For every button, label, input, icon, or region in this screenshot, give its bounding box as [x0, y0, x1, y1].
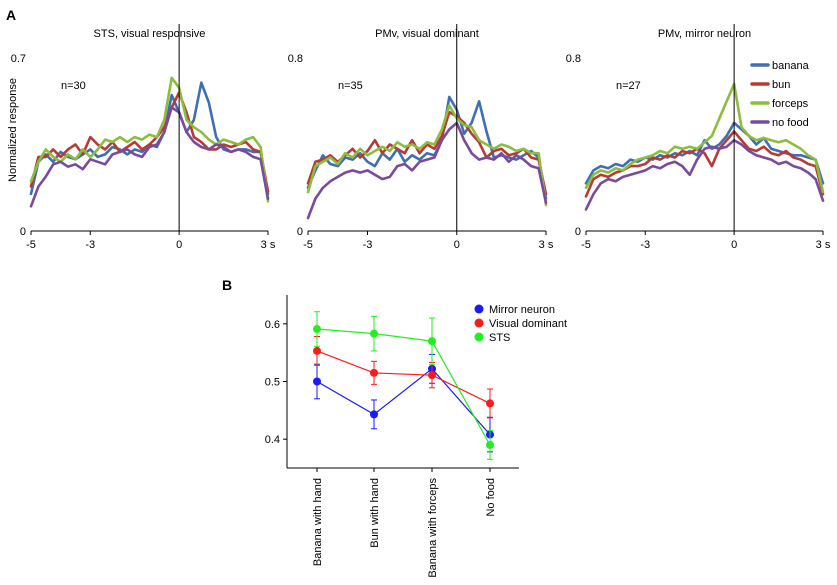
summary-line-chart: 0.4 0.5 0.6 Banana with hand Bun with hand Ba… — [265, 295, 567, 578]
data-point-visual-dominant — [313, 346, 321, 355]
data-point-sts — [486, 440, 494, 449]
series-line-no-food — [306, 121, 548, 220]
data-point-mirror-neuron — [313, 377, 321, 386]
legend-label-visual-dominant: Visual dominant — [489, 318, 567, 330]
x-tick-label: -3 — [363, 239, 373, 251]
n-count-label: n=27 — [616, 80, 641, 92]
psth-panel-2: PMv, visual dominant n=35 0 0.8 -5 -3 0 3 s — [288, 24, 554, 251]
x-tick-label: -5 — [26, 239, 36, 251]
panel-label-b: B — [222, 277, 232, 293]
series-line-sts — [316, 328, 491, 446]
legend-label-no-food: no food — [772, 117, 809, 129]
y-tick-label: 0 — [297, 226, 303, 238]
n-count-label: n=35 — [338, 80, 363, 92]
y-tick-label: 0.8 — [288, 53, 303, 65]
series-line-mirror-neuron — [316, 367, 491, 435]
legend-marker-sts — [474, 332, 484, 342]
panel-title: STS, visual responsive — [94, 28, 206, 40]
panel-title: PMv, mirror neuron — [658, 28, 751, 40]
y-tick-label: 0.5 — [265, 377, 280, 389]
series-line-banana — [29, 81, 270, 196]
data-point-visual-dominant — [428, 371, 436, 380]
n-count-label: n=30 — [61, 80, 86, 92]
legend-label-banana: banana — [772, 60, 810, 72]
psth-panel-3: PMv, mirror neuron n=27 0 0.8 -5 -3 0 3 s banana… — [566, 24, 831, 251]
series-line-forceps — [29, 76, 270, 203]
x-tick-label: -3 — [85, 239, 95, 251]
y-tick-label: 0 — [20, 226, 26, 238]
x-tick-label-no-food: No food — [485, 478, 497, 517]
series-line-visual-dominant — [316, 350, 491, 404]
x-tick-label: 0 — [731, 239, 737, 251]
legend-marker-mirror-neuron — [474, 304, 484, 314]
x-tick-label: 0 — [176, 239, 182, 251]
x-tick-label-banana-with-hand: Banana with hand — [312, 478, 324, 566]
y-axis-label: Normalized response — [7, 78, 19, 182]
x-tick-label: -5 — [581, 239, 591, 251]
x-tick-label: 3 s — [261, 239, 276, 251]
series-line-bun — [29, 91, 270, 193]
data-point-mirror-neuron — [370, 410, 378, 419]
legend-label-mirror-neuron: Mirror neuron — [489, 304, 555, 316]
x-tick-label: 3 s — [816, 239, 831, 251]
legend-marker-visual-dominant — [474, 318, 484, 328]
y-tick-label: 0.6 — [265, 319, 280, 331]
y-tick-label: 0.7 — [11, 53, 26, 65]
panel-label-a: A — [6, 7, 16, 23]
series-line-no-food — [584, 138, 825, 211]
y-tick-label: 0.4 — [265, 434, 280, 446]
data-point-visual-dominant — [370, 368, 378, 377]
x-tick-label-banana-with-forceps: Banana with forceps — [427, 478, 439, 578]
series-line-forceps — [584, 82, 825, 194]
data-point-sts — [370, 329, 378, 338]
series-line-no-food — [29, 106, 270, 208]
data-point-visual-dominant — [486, 399, 494, 408]
x-tick-label: 3 s — [539, 239, 554, 251]
legend-label-sts: STS — [489, 332, 510, 344]
series-line-forceps — [306, 104, 548, 207]
psth-panel-1: STS, visual responsive n=30 0 0.7 -5 -3 0 3 s — [11, 24, 276, 251]
x-tick-label: -3 — [640, 239, 650, 251]
x-tick-label: -5 — [303, 239, 313, 251]
y-tick-label: 0 — [575, 226, 581, 238]
series-line-banana — [306, 95, 548, 200]
panel-title: PMv, visual dominant — [375, 28, 479, 40]
legend-label-bun: bun — [772, 79, 790, 91]
data-point-sts — [428, 337, 436, 346]
x-tick-label: 0 — [454, 239, 460, 251]
legend-label-forceps: forceps — [772, 98, 809, 110]
y-tick-label: 0.8 — [566, 53, 581, 65]
x-tick-label-bun-with-hand: Bun with hand — [369, 478, 381, 548]
data-point-sts — [313, 325, 321, 334]
